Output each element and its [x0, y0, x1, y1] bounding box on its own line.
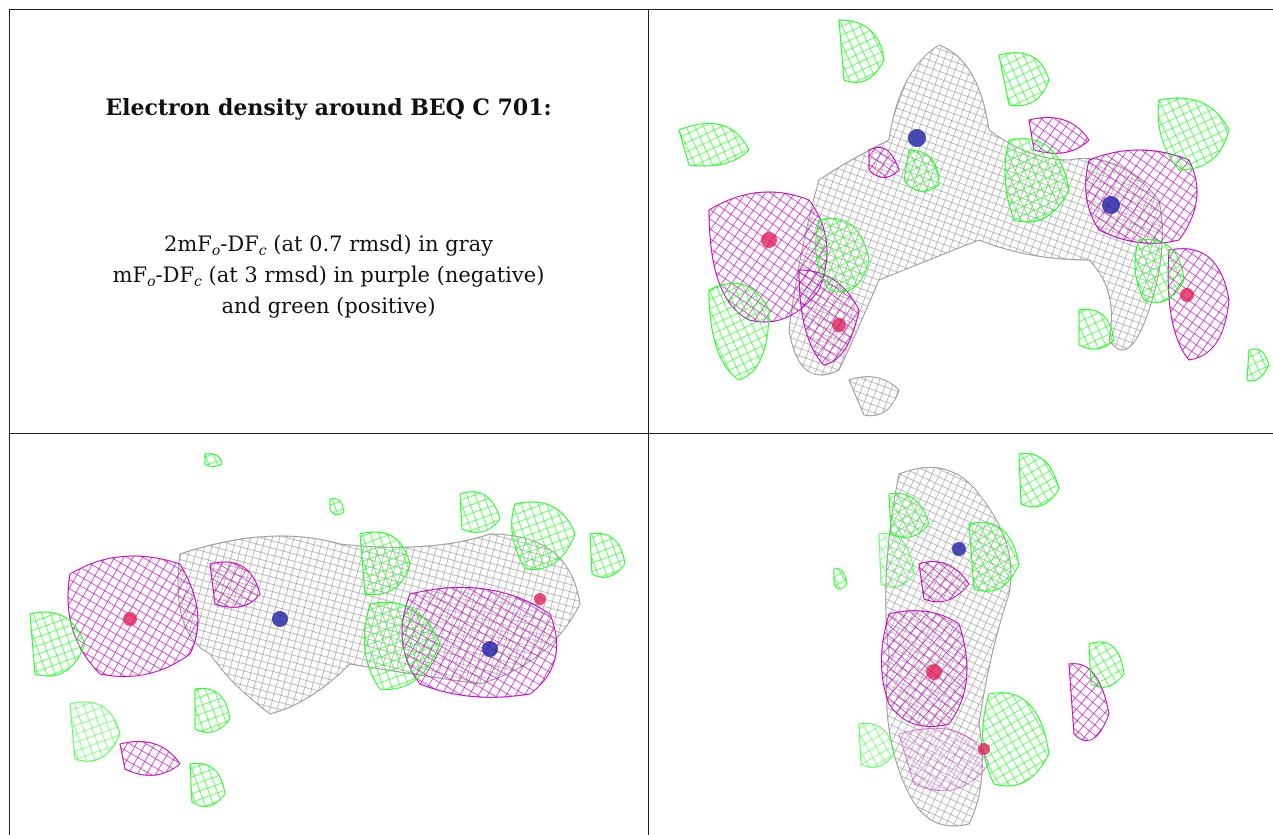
purple-density-mesh	[881, 610, 968, 727]
purple-density-mesh	[1085, 149, 1198, 244]
density-render-bottom-right	[833, 452, 1125, 827]
nitrogen-atom	[908, 129, 926, 147]
oxygen-atom	[1180, 288, 1194, 302]
green-density-mesh	[1088, 641, 1125, 688]
table-divider-vertical	[648, 9, 649, 835]
caption-cell: Electron density around BEQ C 701: 2mFo-…	[9, 9, 648, 433]
density-view-top-right	[649, 10, 1273, 433]
green-density-mesh	[189, 762, 226, 807]
table-border-top	[9, 9, 1273, 10]
green-density-mesh	[815, 217, 870, 293]
green-density-mesh	[329, 498, 345, 516]
green-density-mesh	[29, 611, 86, 677]
green-density-mesh	[1018, 452, 1060, 508]
density-render-bottom-left	[29, 453, 626, 807]
purple-density-mesh	[209, 561, 261, 608]
green-density-mesh	[1246, 348, 1270, 382]
oxygen-atom	[123, 612, 137, 626]
green-density-mesh	[363, 601, 441, 690]
green-density-mesh	[1004, 138, 1070, 223]
purple-density-mesh	[868, 147, 900, 178]
purple-density-mesh	[918, 561, 970, 603]
green-density-mesh	[589, 532, 626, 578]
green-density-mesh	[359, 531, 411, 596]
green-density-mesh	[459, 491, 501, 533]
density-view-bottom-left	[10, 434, 648, 835]
purple-density-mesh	[119, 741, 181, 776]
green-density-mesh	[678, 122, 750, 167]
green-density-mesh	[69, 701, 121, 762]
caption-body: 2mFo-DFc (at 0.7 rmsd) in gray mFo-DFc (…	[9, 229, 648, 322]
nitrogen-atom	[482, 641, 498, 657]
green-density-mesh	[998, 52, 1050, 107]
figure-table: Electron density around BEQ C 701: 2mFo-…	[9, 9, 1273, 835]
oxygen-atom	[761, 232, 777, 248]
green-density-mesh	[708, 282, 770, 381]
green-density-mesh	[903, 149, 940, 192]
green-density-mesh	[833, 568, 848, 590]
density-view-bottom-right	[649, 434, 1273, 835]
oxygen-atom	[926, 664, 942, 680]
oxygen-atom	[832, 318, 846, 332]
table-divider-horizontal	[9, 433, 1273, 434]
oxygen-atom	[534, 593, 546, 605]
caption-line-gray: 2mFo-DFc (at 0.7 rmsd) in gray	[163, 232, 494, 259]
caption-line-difference: mFo-DFc (at 3 rmsd) in purple (negative)	[112, 263, 545, 290]
green-density-mesh	[204, 453, 223, 467]
caption-title: Electron density around BEQ C 701:	[105, 95, 552, 121]
green-density-mesh	[982, 692, 1050, 787]
green-density-mesh	[878, 533, 915, 588]
green-density-mesh	[194, 687, 231, 733]
oxygen-atom	[978, 743, 990, 755]
green-density-mesh	[1157, 97, 1230, 171]
density-render-top-right	[678, 19, 1270, 417]
nitrogen-atom	[1102, 196, 1120, 214]
caption-line-positive: and green (positive)	[221, 294, 436, 318]
nitrogen-atom	[952, 542, 966, 556]
green-density-mesh	[1134, 239, 1185, 303]
gray-density-mesh	[788, 44, 1163, 376]
nitrogen-atom	[272, 611, 288, 627]
green-density-mesh	[838, 19, 885, 83]
green-density-mesh	[968, 521, 1020, 592]
green-density-mesh	[858, 722, 895, 768]
green-density-mesh	[1078, 308, 1115, 350]
gray-density-mesh	[848, 376, 900, 417]
table-border-left	[9, 9, 10, 835]
green-density-mesh	[511, 501, 576, 571]
green-density-mesh	[888, 492, 930, 538]
